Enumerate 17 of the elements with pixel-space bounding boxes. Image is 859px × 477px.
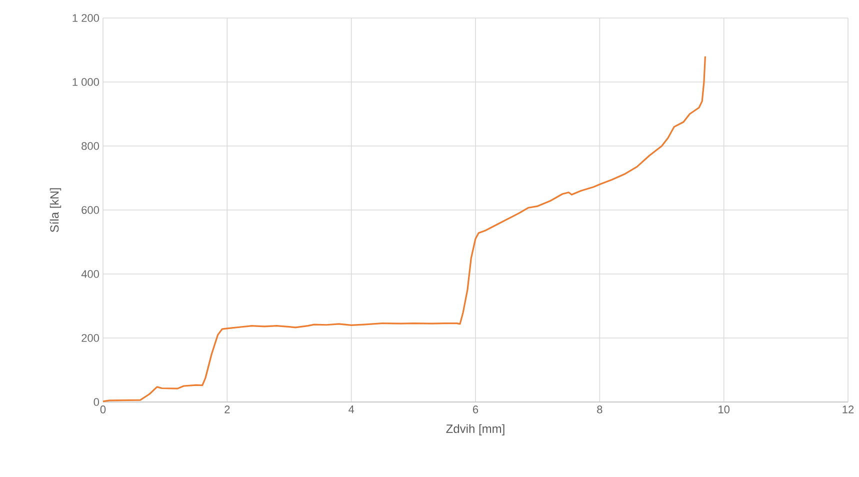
- x-tick-label: 6: [473, 406, 478, 414]
- x-tick-label: 0: [100, 406, 106, 414]
- x-tick-label: 8: [597, 406, 602, 414]
- x-tick-label: 4: [348, 406, 354, 414]
- line-series: [103, 56, 706, 402]
- x-axis-title: Zdvih [mm]: [446, 424, 504, 436]
- x-tick-label: 10: [718, 406, 730, 414]
- y-tick-label: 1 200: [72, 14, 100, 22]
- y-tick-label: 400: [81, 270, 100, 278]
- y-tick-label: 800: [82, 142, 100, 150]
- y-tick-label: 1 000: [72, 78, 100, 86]
- x-tick-label: 2: [224, 406, 230, 414]
- y-tick-label: 600: [82, 206, 100, 214]
- x-tick-label: 12: [842, 406, 854, 414]
- y-axis-title: Síla [kN]: [50, 188, 62, 232]
- y-tick-label: 0: [94, 398, 100, 406]
- y-tick-label: 200: [82, 334, 100, 342]
